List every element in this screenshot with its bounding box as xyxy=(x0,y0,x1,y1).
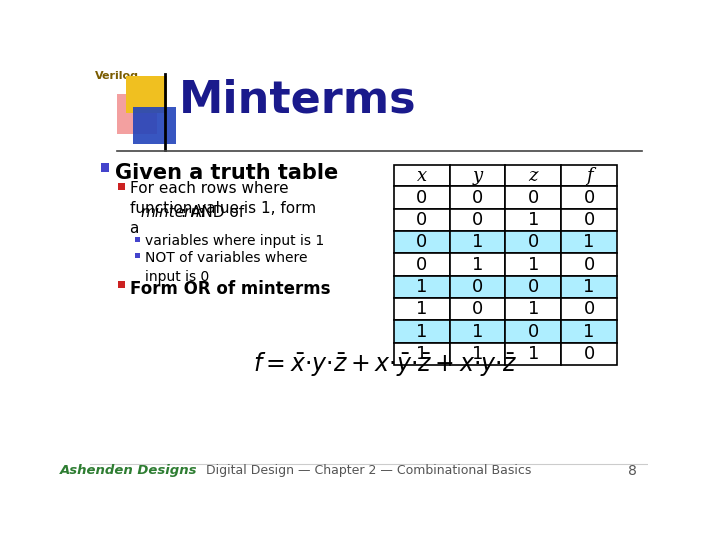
Text: 1: 1 xyxy=(472,255,483,274)
Bar xyxy=(561,343,617,365)
Text: 0: 0 xyxy=(583,188,595,207)
Bar xyxy=(505,320,561,343)
Bar xyxy=(118,281,125,288)
Bar xyxy=(561,320,617,343)
Text: 1: 1 xyxy=(472,233,483,251)
Bar xyxy=(561,253,617,276)
Text: 1: 1 xyxy=(528,211,539,229)
Text: 1: 1 xyxy=(528,345,539,363)
Bar xyxy=(394,165,449,186)
Text: 0: 0 xyxy=(472,211,483,229)
Text: 0: 0 xyxy=(472,278,483,296)
Bar xyxy=(505,253,561,276)
Bar xyxy=(117,94,158,134)
Bar xyxy=(394,231,449,253)
Text: Form OR of minterms: Form OR of minterms xyxy=(130,280,330,298)
Text: 0: 0 xyxy=(528,233,539,251)
Text: 1: 1 xyxy=(528,300,539,318)
Text: 0: 0 xyxy=(583,300,595,318)
Bar xyxy=(127,76,167,113)
Text: 1: 1 xyxy=(416,322,428,341)
Bar xyxy=(449,298,505,320)
Text: variables where input is 1: variables where input is 1 xyxy=(145,234,324,248)
Bar xyxy=(449,320,505,343)
Text: Verilog: Verilog xyxy=(94,71,139,81)
Text: 0: 0 xyxy=(416,188,428,207)
Text: y: y xyxy=(472,167,482,185)
Bar xyxy=(394,186,449,209)
Text: 0: 0 xyxy=(416,233,428,251)
Text: z: z xyxy=(528,167,538,185)
Bar xyxy=(561,276,617,298)
Text: For each rows where
function value is 1, form
a: For each rows where function value is 1,… xyxy=(130,181,315,235)
Text: 1: 1 xyxy=(416,300,428,318)
Text: 1: 1 xyxy=(528,255,539,274)
Bar xyxy=(449,276,505,298)
Text: NOT of variables where
input is 0: NOT of variables where input is 0 xyxy=(145,251,307,284)
Bar xyxy=(101,164,109,172)
Text: 0: 0 xyxy=(472,188,483,207)
Text: Minterms: Minterms xyxy=(179,79,417,122)
Text: 0: 0 xyxy=(416,255,428,274)
Text: 0: 0 xyxy=(583,211,595,229)
Bar xyxy=(505,343,561,365)
Text: 1: 1 xyxy=(472,345,483,363)
Bar xyxy=(561,231,617,253)
Bar xyxy=(135,253,140,258)
Bar xyxy=(449,231,505,253)
Text: 1: 1 xyxy=(583,322,595,341)
Text: 1: 1 xyxy=(416,278,428,296)
Text: 0: 0 xyxy=(528,278,539,296)
Bar xyxy=(561,209,617,231)
Text: minterm: minterm xyxy=(140,205,206,220)
Text: 8: 8 xyxy=(628,463,637,477)
Text: 1: 1 xyxy=(472,322,483,341)
Bar xyxy=(449,253,505,276)
Bar xyxy=(505,231,561,253)
Bar xyxy=(133,107,176,144)
Bar xyxy=(449,186,505,209)
Bar xyxy=(394,276,449,298)
Bar xyxy=(394,209,449,231)
Bar xyxy=(394,298,449,320)
Text: 0: 0 xyxy=(583,345,595,363)
Bar xyxy=(561,165,617,186)
Text: 1: 1 xyxy=(583,278,595,296)
Bar xyxy=(135,237,140,242)
Text: Given a truth table: Given a truth table xyxy=(114,164,338,184)
Text: 0: 0 xyxy=(472,300,483,318)
Text: 1: 1 xyxy=(583,233,595,251)
Bar xyxy=(118,183,125,190)
Text: Digital Design — Chapter 2 — Combinational Basics: Digital Design — Chapter 2 — Combination… xyxy=(207,464,531,477)
Bar xyxy=(449,343,505,365)
Bar xyxy=(449,209,505,231)
Text: Ashenden Designs: Ashenden Designs xyxy=(60,464,197,477)
Text: 0: 0 xyxy=(416,211,428,229)
Text: 0: 0 xyxy=(583,255,595,274)
Bar xyxy=(394,343,449,365)
Bar xyxy=(505,276,561,298)
Text: x: x xyxy=(417,167,427,185)
Bar xyxy=(505,209,561,231)
Bar xyxy=(505,165,561,186)
Bar xyxy=(505,298,561,320)
Text: 0: 0 xyxy=(528,188,539,207)
Text: 1: 1 xyxy=(416,345,428,363)
Bar xyxy=(561,298,617,320)
Bar xyxy=(561,186,617,209)
Bar xyxy=(394,253,449,276)
Text: f: f xyxy=(586,167,593,185)
Bar xyxy=(449,165,505,186)
Text: : AND of: : AND of xyxy=(181,205,244,220)
Bar xyxy=(394,320,449,343)
Text: $f = \bar{x}{\cdot}y{\cdot}\bar{z} + x{\cdot}\bar{y}{\cdot}\bar{z} + x{\cdot}y{\: $f = \bar{x}{\cdot}y{\cdot}\bar{z} + x{\… xyxy=(253,350,517,377)
Text: 0: 0 xyxy=(528,322,539,341)
Bar xyxy=(505,186,561,209)
